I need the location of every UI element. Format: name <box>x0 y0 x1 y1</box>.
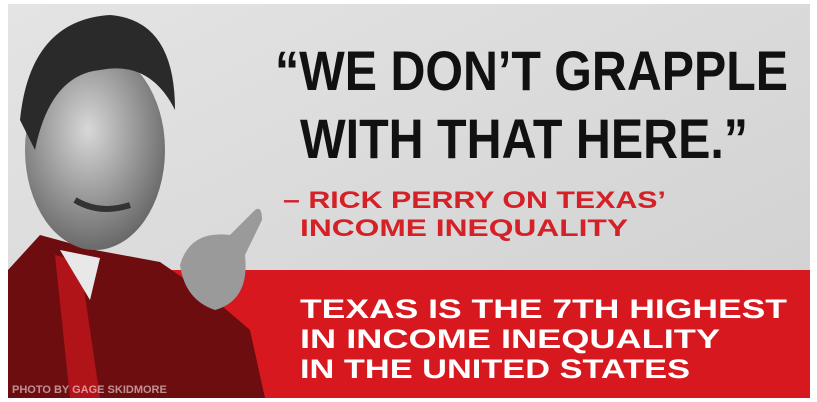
page: “WE DON’T GRAPPLE WITH THAT HERE.” – RIC… <box>0 0 817 402</box>
fact-line: TEXAS IS THE 7TH HIGHEST <box>300 294 788 324</box>
quote-line: “WE DON’T GRAPPLE <box>275 39 788 102</box>
graphic: “WE DON’T GRAPPLE WITH THAT HERE.” – RIC… <box>0 0 817 402</box>
quote-line: WITH THAT HERE.” <box>300 107 748 170</box>
fact-line: IN INCOME INEQUALITY <box>300 324 720 354</box>
attribution-line: – RICK PERRY ON TEXAS’ <box>283 187 666 214</box>
fact-line: IN THE UNITED STATES <box>300 354 690 384</box>
attribution-line: INCOME INEQUALITY <box>300 215 628 242</box>
photo-credit: PHOTO BY GAGE SKIDMORE <box>12 384 167 396</box>
